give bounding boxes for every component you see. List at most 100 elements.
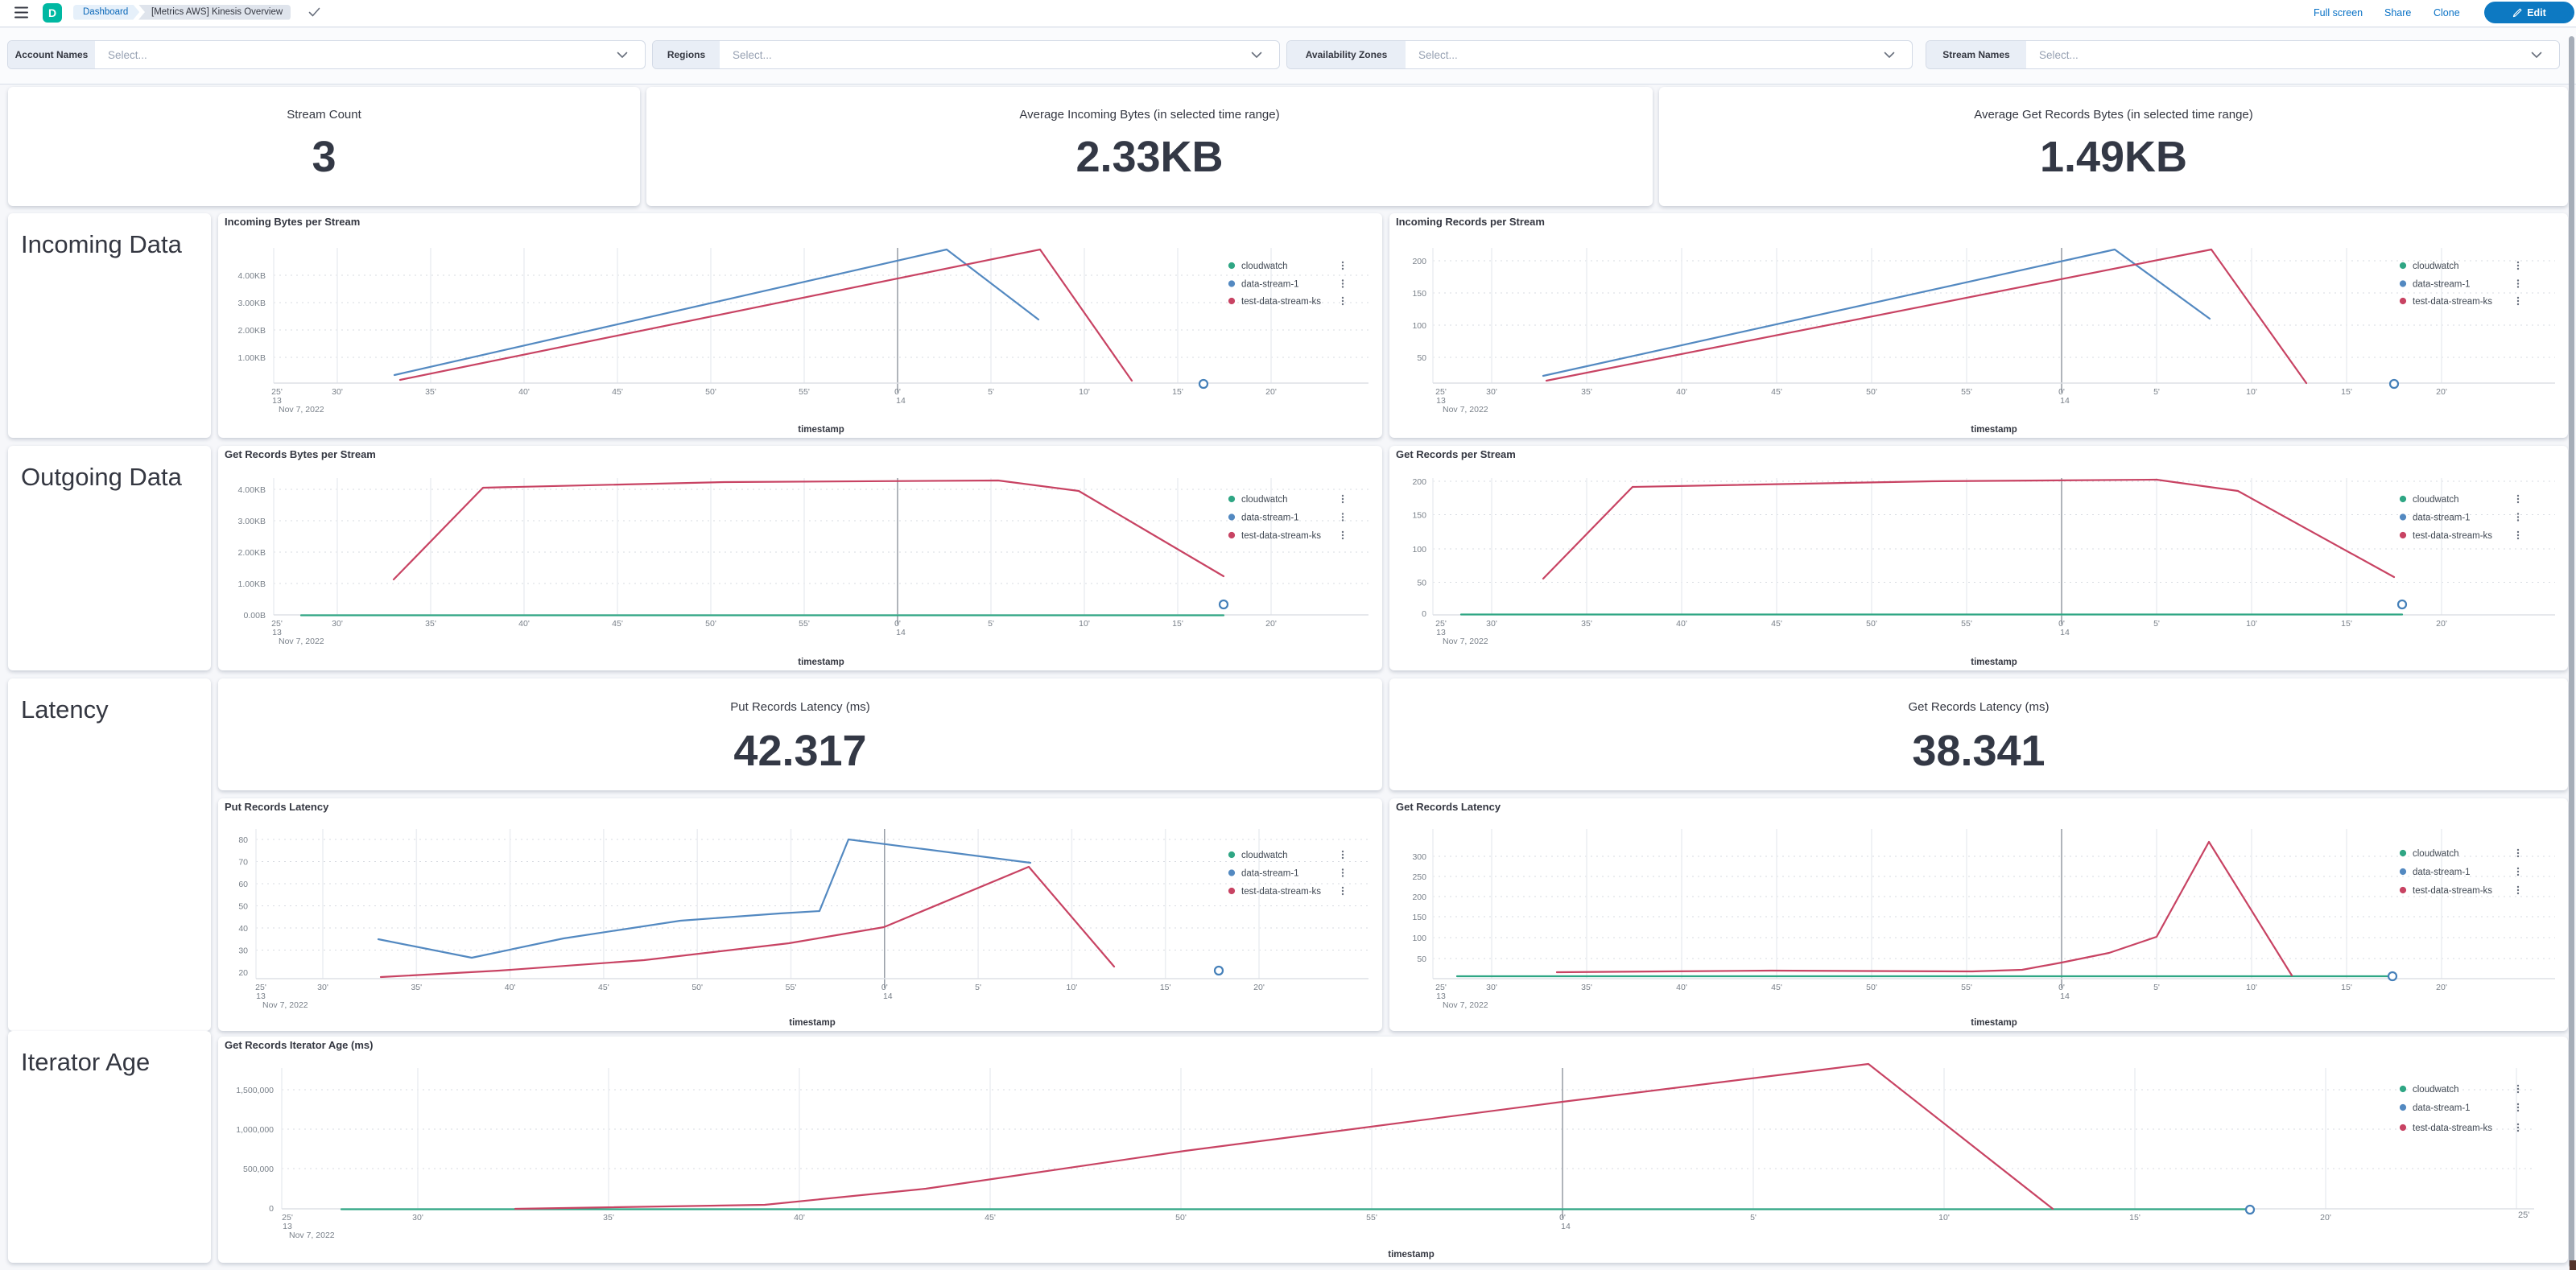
svg-text:0': 0' bbox=[881, 983, 888, 992]
svg-text:10': 10' bbox=[1938, 1213, 1950, 1223]
svg-text:1.00KB: 1.00KB bbox=[238, 353, 266, 363]
svg-text:13: 13 bbox=[256, 992, 266, 1001]
svg-text:Get Records Bytes per Stream: Get Records Bytes per Stream bbox=[225, 448, 376, 460]
svg-text:50': 50' bbox=[1866, 387, 1877, 397]
svg-text:timestamp: timestamp bbox=[1971, 658, 2017, 667]
svg-text:cloudwatch: cloudwatch bbox=[1241, 851, 1288, 860]
svg-text:30': 30' bbox=[412, 1213, 423, 1223]
svg-text:50: 50 bbox=[1417, 353, 1426, 363]
svg-text:15': 15' bbox=[2129, 1213, 2140, 1223]
svg-text:0: 0 bbox=[269, 1204, 274, 1214]
svg-text:70: 70 bbox=[238, 858, 248, 868]
svg-text:200: 200 bbox=[1412, 257, 1426, 266]
svg-text:35': 35' bbox=[425, 387, 436, 397]
svg-text:50: 50 bbox=[238, 902, 248, 912]
svg-text:55': 55' bbox=[786, 983, 797, 992]
svg-text:50': 50' bbox=[705, 387, 716, 397]
svg-text:25': 25' bbox=[271, 619, 283, 629]
svg-text:cloudwatch: cloudwatch bbox=[1241, 495, 1288, 505]
svg-text:data-stream-1: data-stream-1 bbox=[1241, 869, 1299, 879]
svg-text:timestamp: timestamp bbox=[1971, 425, 2017, 435]
svg-text:100: 100 bbox=[1412, 321, 1426, 331]
svg-text:13: 13 bbox=[272, 628, 282, 637]
svg-text:15': 15' bbox=[2341, 619, 2352, 629]
svg-text:cloudwatch: cloudwatch bbox=[2413, 495, 2459, 505]
svg-text:45': 45' bbox=[1771, 387, 1782, 397]
svg-text:13: 13 bbox=[283, 1222, 292, 1231]
svg-text:100: 100 bbox=[1412, 934, 1426, 943]
svg-text:test-data-stream-ks: test-data-stream-ks bbox=[2413, 1124, 2492, 1133]
svg-text:35': 35' bbox=[603, 1213, 614, 1223]
svg-text:timestamp: timestamp bbox=[1971, 1018, 2017, 1028]
svg-text:250: 250 bbox=[1412, 872, 1426, 882]
svg-text:data-stream-1: data-stream-1 bbox=[2413, 513, 2471, 523]
svg-text:Nov 7, 2022: Nov 7, 2022 bbox=[289, 1231, 335, 1240]
svg-text:Nov 7, 2022: Nov 7, 2022 bbox=[1443, 405, 1488, 414]
svg-text:80: 80 bbox=[238, 835, 248, 845]
svg-text:40': 40' bbox=[518, 619, 530, 629]
svg-text:150: 150 bbox=[1412, 289, 1426, 299]
svg-text:45': 45' bbox=[1771, 619, 1782, 629]
svg-text:30: 30 bbox=[238, 946, 248, 956]
svg-text:14: 14 bbox=[896, 628, 906, 637]
svg-text:40': 40' bbox=[1676, 619, 1687, 629]
svg-text:40: 40 bbox=[238, 924, 248, 934]
svg-text:15': 15' bbox=[2341, 387, 2352, 397]
svg-text:timestamp: timestamp bbox=[1388, 1250, 1435, 1260]
svg-text:test-data-stream-ks: test-data-stream-ks bbox=[1241, 531, 1321, 541]
svg-text:25': 25' bbox=[1435, 387, 1447, 397]
svg-text:Incoming Records per Stream: Incoming Records per Stream bbox=[1396, 216, 1545, 228]
svg-text:1,500,000: 1,500,000 bbox=[236, 1086, 274, 1095]
svg-text:20': 20' bbox=[1265, 387, 1277, 397]
svg-text:cloudwatch: cloudwatch bbox=[2413, 849, 2459, 859]
svg-text:200: 200 bbox=[1412, 893, 1426, 902]
svg-text:30': 30' bbox=[332, 619, 343, 629]
svg-text:15': 15' bbox=[1172, 619, 1183, 629]
svg-text:Nov 7, 2022: Nov 7, 2022 bbox=[1443, 637, 1488, 646]
svg-text:Get Records per Stream: Get Records per Stream bbox=[1396, 448, 1516, 460]
svg-text:2.00KB: 2.00KB bbox=[238, 548, 266, 558]
svg-text:cloudwatch: cloudwatch bbox=[1241, 262, 1288, 271]
svg-text:5': 5' bbox=[988, 387, 994, 397]
svg-text:test-data-stream-ks: test-data-stream-ks bbox=[2413, 297, 2492, 307]
svg-text:50: 50 bbox=[1417, 955, 1426, 964]
svg-text:Get Records Iterator Age (ms): Get Records Iterator Age (ms) bbox=[225, 1039, 373, 1051]
svg-text:500,000: 500,000 bbox=[243, 1165, 274, 1174]
svg-text:0.00B: 0.00B bbox=[244, 611, 266, 621]
svg-text:5': 5' bbox=[2153, 983, 2160, 992]
svg-text:0': 0' bbox=[894, 387, 901, 397]
svg-text:30': 30' bbox=[1486, 387, 1497, 397]
svg-text:2.00KB: 2.00KB bbox=[238, 326, 266, 336]
svg-text:Nov 7, 2022: Nov 7, 2022 bbox=[279, 405, 324, 414]
svg-text:0': 0' bbox=[2058, 387, 2065, 397]
svg-text:200: 200 bbox=[1412, 477, 1426, 487]
svg-text:30': 30' bbox=[317, 983, 328, 992]
svg-text:20': 20' bbox=[1253, 983, 1265, 992]
svg-text:55': 55' bbox=[1961, 983, 1972, 992]
svg-text:40': 40' bbox=[505, 983, 516, 992]
svg-text:35': 35' bbox=[411, 983, 422, 992]
svg-text:10': 10' bbox=[2246, 387, 2257, 397]
svg-text:10': 10' bbox=[2246, 619, 2257, 629]
svg-text:50': 50' bbox=[1175, 1213, 1187, 1223]
svg-text:data-stream-1: data-stream-1 bbox=[2413, 868, 2471, 877]
svg-text:cloudwatch: cloudwatch bbox=[2413, 262, 2459, 271]
svg-text:150: 150 bbox=[1412, 913, 1426, 922]
svg-text:10': 10' bbox=[1079, 387, 1090, 397]
svg-text:test-data-stream-ks: test-data-stream-ks bbox=[1241, 887, 1321, 897]
svg-text:45': 45' bbox=[612, 619, 623, 629]
svg-text:0': 0' bbox=[2058, 619, 2065, 629]
svg-text:40': 40' bbox=[1676, 983, 1687, 992]
svg-text:50': 50' bbox=[705, 619, 716, 629]
svg-text:40': 40' bbox=[794, 1213, 805, 1223]
svg-text:20': 20' bbox=[2436, 387, 2447, 397]
svg-text:30': 30' bbox=[332, 387, 343, 397]
svg-text:1.00KB: 1.00KB bbox=[238, 579, 266, 589]
svg-text:55': 55' bbox=[1961, 387, 1972, 397]
svg-text:300: 300 bbox=[1412, 852, 1426, 862]
svg-text:55': 55' bbox=[1961, 619, 1972, 629]
svg-text:35': 35' bbox=[1581, 387, 1592, 397]
svg-text:timestamp: timestamp bbox=[798, 658, 844, 667]
svg-text:13: 13 bbox=[272, 396, 282, 406]
svg-text:13: 13 bbox=[1436, 992, 1446, 1001]
